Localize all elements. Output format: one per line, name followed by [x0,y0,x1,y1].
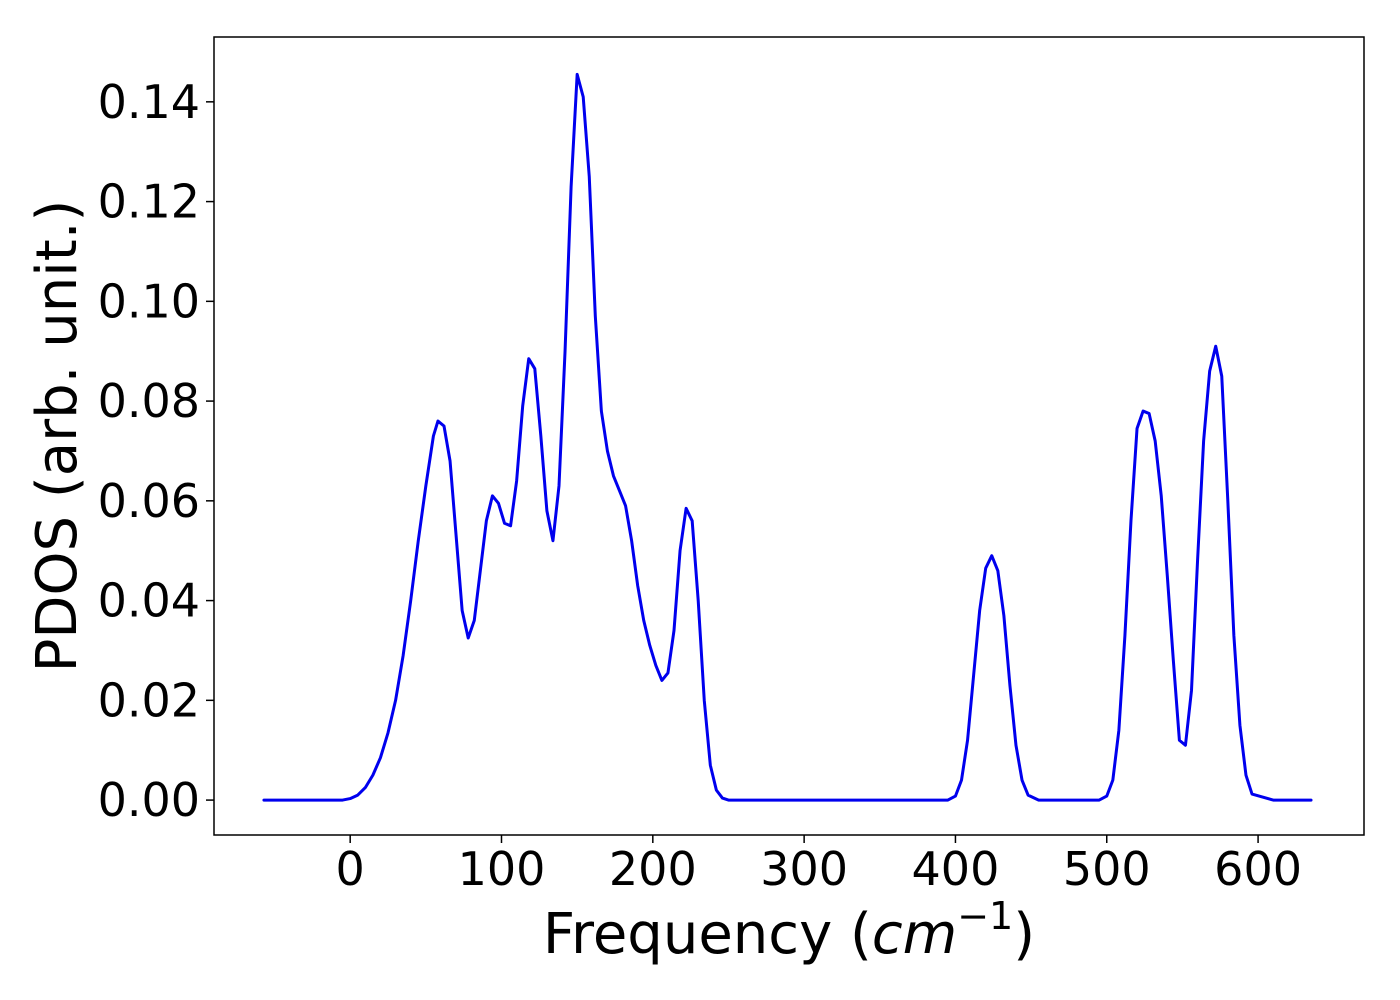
y-axis-ticks: 0.00 0.02 0.04 0.06 0.08 0.10 0.12 0.14 [98,75,214,827]
x-axis-label-unit: cm [872,902,957,967]
x-tick-label: 0 [336,842,365,896]
y-tick-label: 0.12 [98,175,200,229]
y-tick-label: 0.04 [98,574,200,628]
x-axis-label-close: ) [1013,902,1035,967]
pdos-series-line [262,72,1313,802]
x-axis-label-exponent: −1 [957,894,1013,938]
x-tick-label: 200 [609,842,697,896]
x-axis-ticks: 0 100 200 300 400 500 600 [336,835,1302,896]
x-axis-label-text: Frequency ( [543,902,872,967]
plot-area-frame [213,36,1365,836]
x-tick-label: 400 [912,842,1000,896]
x-tick-label: 100 [458,842,546,896]
y-tick-label: 0.06 [98,474,200,528]
y-tick-label: 0.08 [98,374,200,428]
x-tick-label: 300 [760,842,848,896]
y-tick-label: 0.00 [98,773,200,827]
y-tick-label: 0.14 [98,75,200,129]
x-tick-label: 600 [1214,842,1302,896]
y-tick-label: 0.02 [98,673,200,727]
x-axis-label: Frequency (cm−1) [543,894,1035,967]
y-tick-label: 0.10 [98,274,200,328]
x-tick-label: 500 [1063,842,1151,896]
y-axis-label: PDOS (arb. unit.) [25,200,90,673]
